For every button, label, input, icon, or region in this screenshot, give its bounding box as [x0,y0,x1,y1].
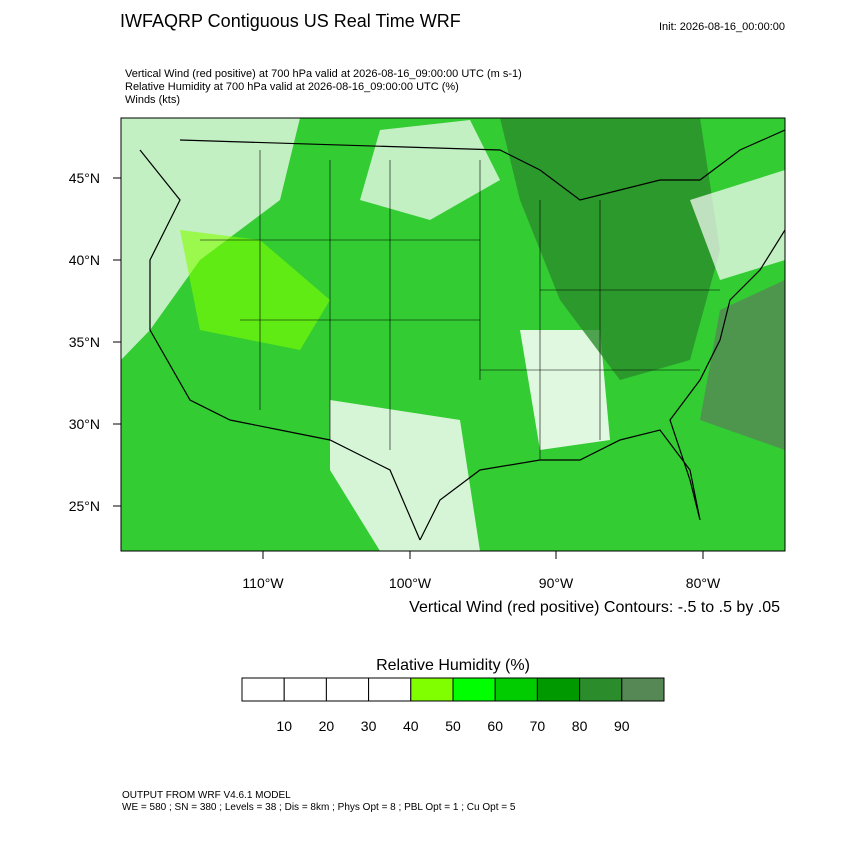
state-line [200,150,720,460]
colorbar-box [452,677,496,702]
border [179,129,785,201]
moist-area [700,280,785,450]
moist-area [500,118,720,380]
colorbar-box [579,677,623,702]
lon-label: 100°W [389,575,432,591]
colorbar-label: 90 [614,718,630,734]
colorbar-box [410,677,454,702]
lat-label: 45°N [69,170,100,186]
dry-area [690,170,785,280]
coastline [139,149,421,541]
colorbar-label: 30 [361,718,377,734]
field-description: Vertical Wind (red positive) at 700 hPa … [125,68,522,80]
init-time: Init: 2026-08-16_00:00:00 [659,21,785,33]
field-description: Winds (kts) [125,94,180,106]
colorbar-box [325,677,370,702]
title: IWFAQRP Contiguous US Real Time WRF [120,11,461,31]
colorbar-box [536,677,581,702]
colorbar-label: 80 [572,718,588,734]
dry-area [360,120,500,220]
colorbar-title: Relative Humidity (%) [376,657,530,674]
footer-line: OUTPUT FROM WRF V4.6.1 MODEL [122,790,291,801]
lat-label: 40°N [69,252,100,268]
colorbar-box [368,677,412,702]
field-description: Relative Humidity at 700 hPa valid at 20… [125,81,459,93]
map [120,117,786,552]
colorbar-box [241,677,285,702]
colorbar-label: 60 [487,718,503,734]
lon-label: 90°W [539,575,574,591]
map-frame [120,117,786,552]
colorbar-label: 50 [445,718,461,734]
colorbar-label: 40 [403,718,419,734]
dry-area [520,330,610,450]
colorbar-box [621,677,665,702]
lon-label: 80°W [686,575,721,591]
footer-line: WE = 580 ; SN = 380 ; Levels = 38 ; Dis … [122,802,516,813]
lat-label: 35°N [69,334,100,350]
lon-label: 110°W [242,575,284,591]
colorbar-label: 70 [530,718,546,734]
contour-note: Vertical Wind (red positive) Contours: -… [409,599,780,616]
colorbar-label: 20 [319,718,335,734]
lat-label: 30°N [69,416,100,432]
colorbar-box [283,677,327,702]
colorbar-label: 10 [276,718,292,734]
colorbar-box [494,677,538,702]
lat-label: 25°N [69,498,100,514]
coastline [419,229,785,541]
dry-area [330,400,480,551]
